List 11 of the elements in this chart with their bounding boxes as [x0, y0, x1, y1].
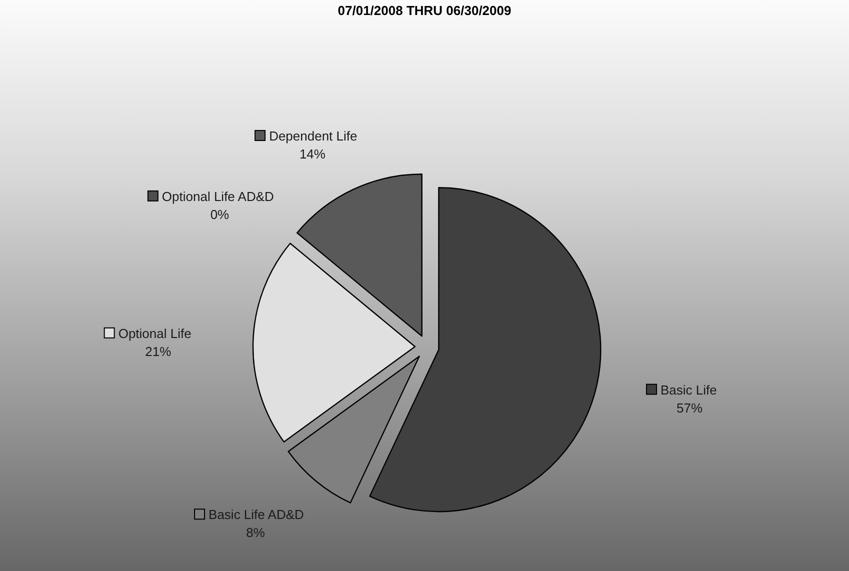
- legend-label: Dependent Life: [269, 128, 358, 144]
- text: 0%: [210, 206, 230, 222]
- legend-label: Basic Life AD&D: [208, 507, 304, 522]
- data-label: 21%: [145, 344, 172, 359]
- chart-title: 07/01/2008 THRU 06/30/2009: [336, 3, 512, 18]
- legend-label: Optional Life: [118, 326, 192, 341]
- legend-label: Optional Life AD&D: [162, 188, 274, 204]
- data-label: 57%: [676, 400, 703, 416]
- data-label: 8%: [246, 525, 266, 540]
- legend-label: Basic Life: [660, 382, 717, 398]
- data-label: 14%: [299, 146, 326, 162]
